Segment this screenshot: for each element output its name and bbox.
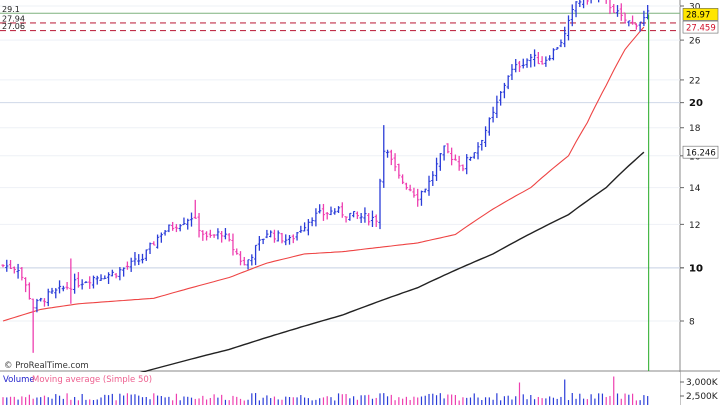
price-bars xyxy=(1,0,650,353)
price-tag-label: 27.459 xyxy=(686,23,716,33)
ma-line xyxy=(2,26,645,322)
moving-average-long xyxy=(134,151,645,375)
price-tick-label: 18 xyxy=(689,124,701,134)
price-tag-box xyxy=(682,145,719,159)
level-label: 27.06 xyxy=(2,22,25,31)
volume-title: Volume xyxy=(3,375,35,385)
price-tag-label: 16.246 xyxy=(686,148,716,158)
price-tags: 28.97 27.459 16.246 xyxy=(682,8,719,159)
price-tick-label: 30 xyxy=(689,3,701,13)
volume-axis-ticks: 3,000K 2,500K xyxy=(680,378,719,402)
watermark: © ProRealTime.com xyxy=(4,361,89,371)
price-tick-label: 10 xyxy=(689,263,703,274)
moving-average-short xyxy=(2,26,645,322)
price-axis-ticks: 302622181614121082010 xyxy=(680,3,703,328)
volume-bars xyxy=(2,376,649,405)
price-tick-label: 20 xyxy=(689,98,703,109)
volume-tick-label: 3,000K xyxy=(686,378,719,388)
price-tag-box xyxy=(682,8,719,21)
price-tick-label: 10 xyxy=(689,263,703,274)
price-tick-label: 8 xyxy=(689,318,695,328)
volume-tick-label: 2,500K xyxy=(686,392,719,402)
level-label: 29.1 xyxy=(2,5,20,14)
level-label: 27.94 xyxy=(2,14,25,23)
price-panel xyxy=(0,0,680,370)
price-gridlines xyxy=(0,5,680,322)
price-tag-label: 28.97 xyxy=(686,11,710,21)
price-tag-box xyxy=(682,20,719,34)
volume-header-box xyxy=(0,374,133,384)
volume-indicator-name: Moving average (Simple 50) xyxy=(32,375,152,385)
price-tick-label: 26 xyxy=(689,37,701,47)
ma-line xyxy=(134,151,645,375)
price-tick-label: 22 xyxy=(689,76,700,86)
horizontal-levels xyxy=(0,12,680,32)
price-tick-label: 12 xyxy=(689,221,700,231)
price-tick-label: 14 xyxy=(689,184,701,194)
